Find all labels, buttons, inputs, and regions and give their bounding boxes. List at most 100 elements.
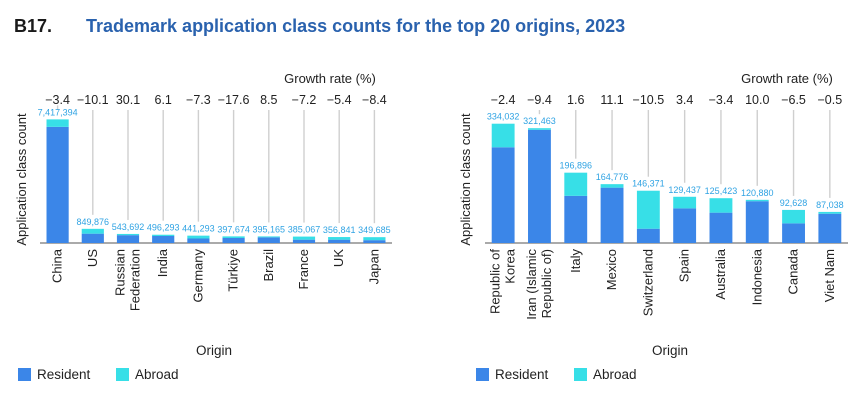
figure-header: B17. Trademark application class counts … [14, 10, 625, 42]
bar-total-label: 395,165 [253, 224, 286, 234]
bar-abroad [528, 128, 551, 130]
category-tick-label: Viet Nam [822, 249, 837, 302]
bar-resident [328, 239, 351, 243]
bar-resident [636, 228, 660, 243]
growth-rate-title: Growth rate (%) [284, 71, 376, 86]
growth-rate-value: −2.4 [491, 93, 516, 107]
bar-total-label: 441,293 [182, 224, 215, 234]
x-axis-label: Origin [652, 343, 688, 358]
bar-total-label: 849,876 [77, 217, 110, 227]
growth-rate-value: −9.4 [527, 93, 552, 107]
bar-abroad [491, 123, 515, 148]
growth-rate-value: 3.4 [676, 93, 693, 107]
legend-label-resident: Resident [37, 367, 91, 382]
bar-resident [152, 236, 175, 243]
growth-rate-value: −7.2 [292, 93, 317, 107]
legend-swatch-resident [476, 368, 489, 381]
bar-total-label: 146,371 [632, 179, 665, 189]
bar-abroad [673, 196, 697, 209]
bar-abroad [152, 234, 175, 236]
bar-resident [257, 237, 280, 243]
growth-rate-value: 11.1 [600, 93, 623, 107]
category-tick-label: Republic of [488, 249, 503, 314]
category-tick-label: Russian [113, 249, 128, 296]
growth-rate-value: 1.6 [567, 93, 584, 107]
growth-rate-value: −7.3 [186, 93, 211, 107]
bar-abroad [745, 199, 769, 202]
bar-total-label: 7,417,394 [38, 107, 78, 117]
bar-abroad [636, 190, 660, 229]
bar-total-label: 196,896 [559, 161, 592, 171]
growth-rate-value: −8.4 [362, 93, 387, 107]
category-tick-label: France [296, 249, 311, 289]
bar-abroad [222, 236, 245, 238]
bar-abroad [46, 119, 69, 127]
legend-label-resident: Resident [495, 367, 549, 382]
bar-total-label: 356,841 [323, 225, 356, 235]
growth-rate-value: −17.6 [218, 93, 250, 107]
bar-abroad [709, 198, 733, 213]
bar-abroad [257, 236, 280, 238]
bar-resident [187, 238, 210, 243]
bar-total-label: 321,463 [523, 116, 556, 126]
bar-abroad [564, 172, 588, 196]
growth-rate-value: −3.4 [709, 93, 734, 107]
category-tick-label: Republic of) [539, 249, 554, 318]
category-tick-label: China [50, 248, 65, 283]
bar-resident [782, 223, 805, 243]
bar-total-label: 385,067 [288, 225, 321, 235]
bar-abroad [81, 228, 104, 234]
y-axis-label: Application class count [14, 113, 29, 246]
bar-resident [491, 147, 515, 243]
growth-rate-value: 8.5 [260, 93, 277, 107]
growth-rate-value: −0.5 [818, 93, 843, 107]
bar-abroad [782, 209, 805, 224]
category-tick-label: Switzerland [640, 249, 655, 316]
bar-total-label: 543,692 [112, 222, 145, 232]
bar-resident [673, 208, 697, 243]
legend-swatch-abroad [116, 368, 129, 381]
bar-total-label: 92,628 [780, 198, 808, 208]
growth-rate-value: 6.1 [155, 93, 172, 107]
bar-resident [292, 239, 316, 243]
bar-resident [564, 195, 588, 243]
bar-resident [818, 213, 842, 243]
bar-total-label: 496,293 [147, 223, 180, 233]
legend-swatch-abroad [574, 368, 587, 381]
figure-id: B17. [14, 15, 53, 36]
category-tick-label: Canada [786, 248, 801, 294]
bar-abroad [116, 233, 140, 236]
bar-total-label: 334,032 [487, 112, 520, 122]
category-tick-label: Japan [366, 249, 381, 284]
bar-resident [363, 240, 386, 243]
bar-total-label: 164,776 [596, 172, 629, 182]
bar-resident [528, 129, 551, 243]
legend-label-abroad: Abroad [135, 367, 179, 382]
y-axis-label: Application class count [458, 113, 473, 246]
bar-resident [745, 201, 769, 243]
bar-total-label: 129,437 [668, 185, 701, 195]
category-tick-label: Federation [128, 249, 143, 311]
growth-rate-value: −10.5 [633, 93, 665, 107]
bar-resident [116, 235, 140, 243]
growth-rate-title: Growth rate (%) [741, 71, 833, 86]
growth-rate-value: 30.1 [116, 93, 140, 107]
bar-resident [81, 233, 104, 243]
growth-rate-value: −10.1 [77, 93, 109, 107]
figure-title: Trademark application class counts for t… [86, 15, 626, 36]
bar-total-label: 397,674 [217, 224, 250, 234]
bar-abroad [818, 211, 842, 214]
growth-rate-value: −6.5 [781, 93, 806, 107]
category-tick-label: UK [331, 249, 346, 267]
bar-total-label: 87,038 [816, 200, 844, 210]
legend-swatch-resident [18, 368, 31, 381]
category-tick-label: Indonesia [749, 248, 764, 305]
bar-resident [46, 126, 69, 243]
bar-total-label: 120,880 [741, 188, 774, 198]
category-tick-label: US [85, 249, 100, 267]
bar-abroad [187, 235, 210, 239]
category-tick-label: Türkiye [226, 249, 241, 292]
growth-rate-value: 10.0 [745, 93, 769, 107]
bar-abroad [292, 236, 316, 240]
